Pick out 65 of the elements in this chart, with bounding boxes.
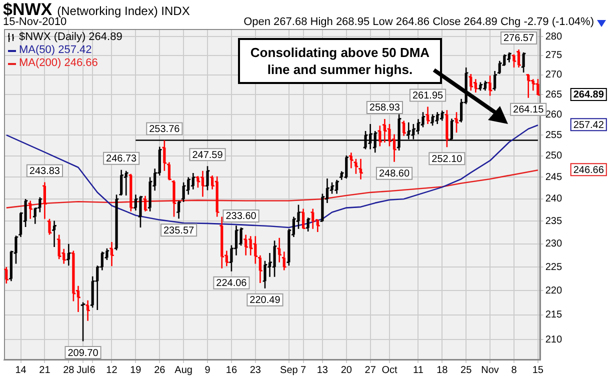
x-tick-label: 14: [15, 364, 27, 376]
x-tick-label: 16: [226, 364, 238, 376]
x-tick-label: Oct: [382, 364, 398, 376]
y-tick-label: 265: [545, 89, 562, 100]
annotation: 258.93: [369, 102, 400, 114]
x-tick-label: 19: [130, 364, 142, 376]
x-tick-label: 11: [413, 364, 424, 376]
text: Open 267.68 High 268.95 Low 264.86 Close 264.89 Chg -2.79 (-1.04%): [244, 16, 594, 28]
text: 246.66: [573, 164, 604, 176]
y-tick-label: 275: [545, 50, 562, 62]
y-tick-label: 235: [545, 216, 562, 227]
x-tick-label: 12: [106, 364, 118, 376]
text: 257.42: [573, 120, 604, 131]
x-tick-label: 26: [154, 364, 166, 376]
x-tick-label: Jul: [76, 364, 90, 376]
annotation: 233.60: [226, 211, 257, 222]
annotation: 209.70: [68, 348, 99, 359]
x-tick-label: 23: [250, 364, 262, 376]
y-tick-label: 230: [545, 238, 562, 250]
annotation: 220.49: [250, 295, 281, 306]
annotation: 252.10: [432, 154, 463, 165]
x-tick-label: 8: [511, 364, 518, 376]
y-tick-label: 250: [545, 150, 562, 162]
legend-label: MA(50) 257.42: [19, 44, 92, 57]
annotation: 235.57: [163, 225, 195, 236]
legend-label: MA(200) 246.66: [19, 57, 98, 70]
annotation: $NWX (Daily) 264.89: [19, 31, 122, 44]
annotation: 261.95: [412, 90, 444, 102]
annotation: 246.73: [106, 154, 138, 165]
annotation: 253.76: [149, 124, 180, 135]
y-tick-label: 270: [545, 70, 562, 81]
y-tick-label: 260: [545, 109, 562, 120]
annotation: 264.15: [513, 104, 544, 116]
x-tick-label: 18: [436, 364, 448, 376]
y-tick-label: 280: [545, 31, 562, 42]
text: 264.89: [573, 90, 604, 101]
x-tick-label: 13: [316, 364, 328, 376]
x-tick-label: 9: [204, 364, 211, 376]
x-tick-label: 15: [532, 364, 544, 376]
y-tick-label: 240: [545, 194, 562, 205]
y-tick-label: 255: [545, 130, 562, 141]
annotation: 276.57: [503, 33, 534, 44]
x-tick-label: 20: [340, 364, 352, 376]
x-tick-label: 21: [39, 364, 51, 376]
chart-subtitle: (Networking Index) INDX: [57, 4, 190, 18]
y-tick-label: 245: [545, 172, 562, 183]
y-tick-label: 225: [545, 262, 562, 273]
annotation: 247.59: [192, 150, 224, 161]
x-tick-label: Nov: [481, 364, 499, 376]
annotation: 224.06: [216, 278, 248, 290]
x-tick-label: 6: [90, 364, 96, 376]
annotation: 248.60: [378, 168, 410, 180]
x-tick-label: 28: [63, 364, 75, 376]
x-tick-label: Sep: [280, 364, 298, 376]
annotation: 243.83: [29, 166, 60, 178]
candlestick: [168, 162, 171, 181]
text: 15-Nov-2010: [3, 16, 67, 28]
y-tick-label: 215: [545, 310, 562, 321]
annotation: Consolidating above 50 DMA line and summer highs.: [238, 38, 442, 84]
x-tick-label: 27: [364, 364, 376, 376]
x-tick-label: 7: [300, 364, 306, 376]
y-tick-label: 220: [545, 285, 562, 296]
x-tick-label: Aug: [174, 364, 192, 376]
y-tick-label: 210: [545, 334, 562, 346]
x-tick-label: 25: [460, 364, 472, 376]
